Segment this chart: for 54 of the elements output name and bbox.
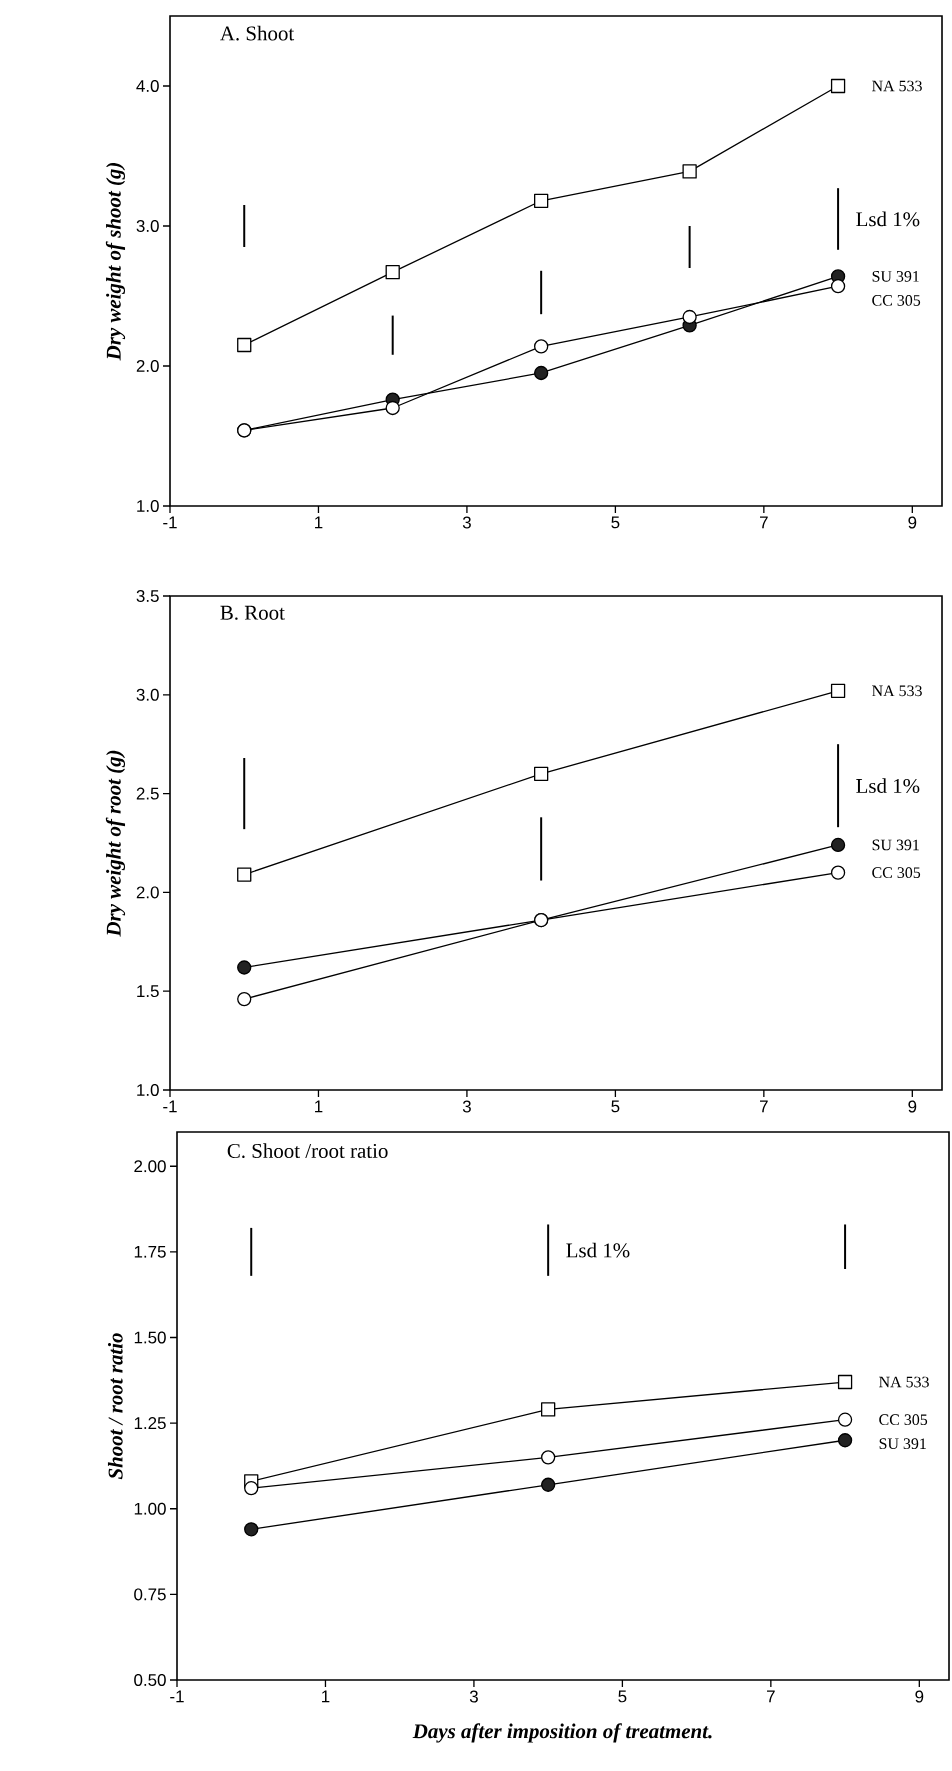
series-label: CC 305 [879, 1414, 928, 1426]
x-tick-label: 1 [315, 1100, 323, 1113]
y-tick-label: 1.50 [134, 1331, 166, 1344]
series-label: CC 305 [872, 867, 921, 879]
series-label: SU 391 [872, 839, 919, 851]
series-label: Lsd 1% [856, 778, 920, 794]
y-tick-label: 1.25 [134, 1417, 166, 1430]
x-tick-label: 3 [462, 516, 471, 529]
y-tick-label: 1.75 [134, 1245, 166, 1258]
series-label: SU 391 [879, 1438, 926, 1450]
y-tick-label: 3.0 [136, 219, 159, 232]
x-tick-label: 3 [462, 1100, 471, 1113]
y-tick-label: 4.0 [136, 79, 159, 92]
x-tick-label: 9 [915, 1690, 924, 1703]
x-tick-label: -1 [170, 1690, 184, 1703]
series-label: CC 305 [872, 295, 921, 306]
series-label: NA 533 [872, 80, 922, 92]
x-tick-label: 1 [322, 1690, 330, 1703]
y-axis-title: Dry weight of root (g) [105, 750, 126, 937]
y-axis-title: Dry weight of shoot (g) [105, 162, 126, 361]
x-tick-label: 5 [618, 1690, 627, 1703]
series-label: NA 533 [879, 1376, 929, 1388]
chart-title: C. Shoot /root ratio [227, 1143, 388, 1159]
x-tick-label: 5 [611, 516, 620, 529]
x-tick-label: 1 [315, 516, 323, 529]
y-tick-label: 0.75 [134, 1588, 166, 1601]
chart-title: B. Root [220, 605, 285, 620]
series-label: NA 533 [872, 685, 922, 697]
y-tick-label: 2.5 [136, 787, 159, 800]
x-tick-label: 9 [908, 1100, 917, 1113]
series-label: Lsd 1% [566, 1242, 630, 1258]
y-tick-label: 1.5 [137, 985, 159, 998]
y-tick-label: 3.5 [136, 589, 159, 602]
y-tick-label: 1.00 [134, 1502, 166, 1515]
x-tick-label: 9 [908, 516, 917, 529]
y-tick-label: 2.0 [136, 886, 159, 899]
x-tick-label: 7 [767, 1690, 775, 1703]
x-tick-label: 5 [611, 1100, 620, 1113]
y-tick-label: 2.00 [134, 1160, 166, 1173]
series-label: SU 391 [872, 271, 919, 282]
x-tick-label: -1 [163, 516, 177, 529]
y-axis-title: Shoot / root ratio [107, 1333, 123, 1480]
x-axis-title: Days after imposition of treatment. [412, 1723, 712, 1743]
y-tick-label: 2.0 [136, 359, 159, 372]
series-label: Lsd 1% [856, 211, 920, 227]
chart-title: A. Shoot [220, 25, 295, 41]
y-tick-label: 0.50 [134, 1674, 166, 1686]
x-tick-label: 7 [760, 1100, 768, 1113]
x-tick-label: -1 [163, 1100, 177, 1113]
y-tick-label: 1.0 [137, 1083, 159, 1096]
y-tick-label: 3.0 [136, 688, 159, 701]
y-tick-label: 1.0 [137, 499, 159, 512]
x-tick-label: 7 [760, 516, 768, 529]
x-tick-label: 3 [469, 1690, 478, 1703]
